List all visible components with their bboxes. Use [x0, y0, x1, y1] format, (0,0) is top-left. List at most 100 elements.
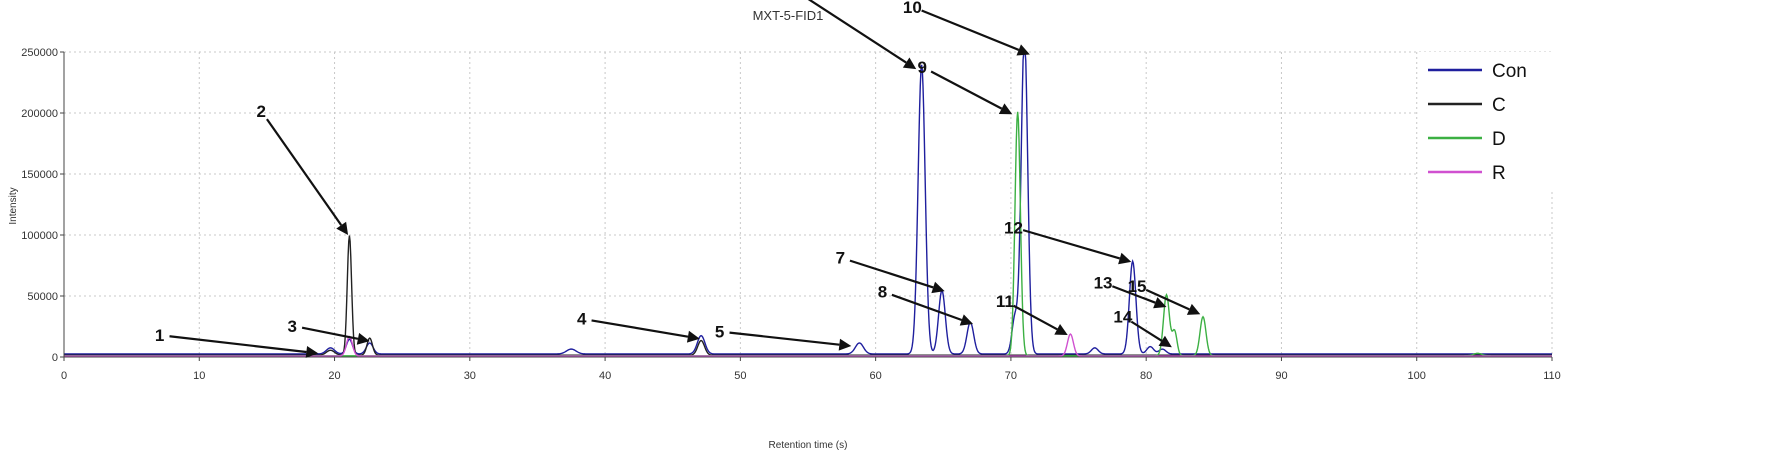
- y-tick-label: 150000: [21, 169, 58, 181]
- peak-annotation: 4: [577, 310, 700, 343]
- peak-annotation: 1: [155, 326, 319, 358]
- annotation-arrow-head: [305, 346, 319, 358]
- grid-lines: [64, 51, 1553, 357]
- annotation-arrow-shaft: [1130, 320, 1163, 342]
- annotation-arrow-head: [1153, 297, 1167, 309]
- x-tick-label: 60: [870, 370, 882, 382]
- annotation-arrow-head: [1054, 324, 1068, 336]
- annotation-arrow-shaft: [1145, 288, 1190, 311]
- y-tick-label: 50000: [27, 291, 58, 303]
- peak-annotation: 11: [996, 292, 1068, 336]
- annotation-arrow-shaft: [729, 331, 840, 346]
- legend-box: [1418, 52, 1560, 192]
- peak-annotation: 12: [1004, 218, 1132, 265]
- annotation-arrow-shaft: [591, 319, 689, 338]
- x-tick-label: 80: [1140, 370, 1152, 382]
- annotation-arrow-shaft: [169, 335, 307, 354]
- annotation-arrow-head: [686, 330, 700, 343]
- peak-annotation: 9: [918, 58, 1013, 115]
- annotation-arrow-head: [336, 221, 349, 235]
- legend-entry: R: [1428, 163, 1506, 184]
- peak-annotation: 7: [836, 249, 945, 294]
- annotation-label: 8: [878, 282, 887, 301]
- peak-annotation: 6: [807, 0, 917, 70]
- x-tick-label: 40: [599, 370, 611, 382]
- x-tick-label: 20: [328, 370, 340, 382]
- x-axis-label: Retention time (s): [769, 440, 848, 451]
- annotation-arrow-shaft: [807, 0, 907, 64]
- series-lines: [64, 51, 1552, 357]
- annotation-arrow-head: [1016, 44, 1030, 56]
- annotation-label: 15: [1128, 277, 1147, 296]
- annotation-label: 7: [836, 249, 845, 268]
- y-tick-label: 100000: [21, 230, 58, 242]
- x-tick-label: 10: [193, 370, 205, 382]
- axes: [60, 51, 1553, 361]
- annotation-arrow-head: [931, 281, 945, 294]
- y-axis-label: Intensity: [8, 187, 19, 224]
- x-tick-label: 50: [734, 370, 746, 382]
- series-line-c: [64, 235, 1552, 356]
- annotation-label: 2: [256, 102, 265, 121]
- y-tick-labels: 0 50000 100000 150000 200000 250000: [21, 47, 58, 364]
- annotation-label: 12: [1004, 218, 1023, 237]
- annotation-arrow-head: [959, 314, 974, 326]
- peak-annotation: 10: [903, 0, 1030, 56]
- peak-annotation: 5: [715, 323, 852, 351]
- peak-annotation: 8: [878, 282, 974, 326]
- peak-annotation: 15: [1128, 277, 1201, 315]
- annotation-label: 11: [996, 292, 1014, 311]
- annotation-arrow-head: [1186, 303, 1201, 315]
- legend-entry: C: [1428, 95, 1506, 116]
- annotation-label: 3: [288, 317, 297, 336]
- annotation-arrow-head: [902, 57, 917, 70]
- annotation-arrow-shaft: [301, 326, 359, 340]
- annotation-arrow-head: [1118, 252, 1132, 265]
- legend-label: R: [1492, 163, 1506, 184]
- annotation-arrow-shaft: [1013, 304, 1058, 331]
- x-tick-label: 90: [1275, 370, 1287, 382]
- x-tick-label: 100: [1408, 370, 1426, 382]
- legend-label: Con: [1492, 61, 1527, 82]
- annotation-arrow-shaft: [1111, 285, 1156, 304]
- annotation-arrow-head: [1158, 335, 1172, 348]
- annotation-label: 1: [155, 326, 164, 345]
- annotation-arrow-shaft: [1022, 229, 1121, 260]
- annotation-label: 13: [1094, 274, 1113, 293]
- peak-annotation: 14: [1113, 307, 1172, 348]
- peak-annotations: 123456789101112131415: [155, 0, 1201, 358]
- annotation-arrow-shaft: [930, 70, 1003, 110]
- x-tick-labels: 0 10 20 30 40 50 60 70 80 90 100 110: [61, 370, 1561, 382]
- peak-annotation: 13: [1094, 274, 1167, 309]
- series-line-r: [64, 333, 1552, 357]
- x-tick-label: 30: [464, 370, 476, 382]
- y-tick-label: 250000: [21, 47, 58, 59]
- annotation-label: 10: [903, 0, 922, 17]
- annotation-label: 14: [1113, 307, 1132, 326]
- legend: Con CDR: [1418, 52, 1560, 192]
- annotation-arrow-shaft: [266, 118, 343, 226]
- annotation-arrow-shaft: [921, 9, 1020, 51]
- annotation-arrow-head: [998, 103, 1013, 115]
- series-line-con: [64, 51, 1552, 355]
- legend-entry: Con: [1428, 61, 1527, 82]
- legend-label: D: [1492, 129, 1506, 150]
- annotation-label: 9: [918, 58, 927, 77]
- x-tick-label: 110: [1543, 370, 1561, 382]
- annotation-arrow-shaft: [891, 293, 963, 322]
- annotation-label: 4: [577, 310, 587, 329]
- peak-annotation: 2: [256, 102, 349, 235]
- legend-label: C: [1492, 95, 1506, 116]
- x-tick-label: 70: [1005, 370, 1017, 382]
- y-tick-label: 0: [52, 352, 58, 364]
- peak-annotation: 3: [288, 317, 370, 345]
- annotation-arrow-head: [356, 332, 370, 345]
- annotation-arrow-head: [838, 338, 852, 351]
- y-tick-label: 200000: [21, 108, 58, 120]
- annotation-label: 5: [715, 323, 724, 342]
- legend-entry: D: [1428, 129, 1506, 150]
- annotation-arrow-shaft: [849, 259, 934, 289]
- chart-title: MXT-5-FID1: [753, 8, 824, 23]
- x-tick-label: 0: [61, 370, 67, 382]
